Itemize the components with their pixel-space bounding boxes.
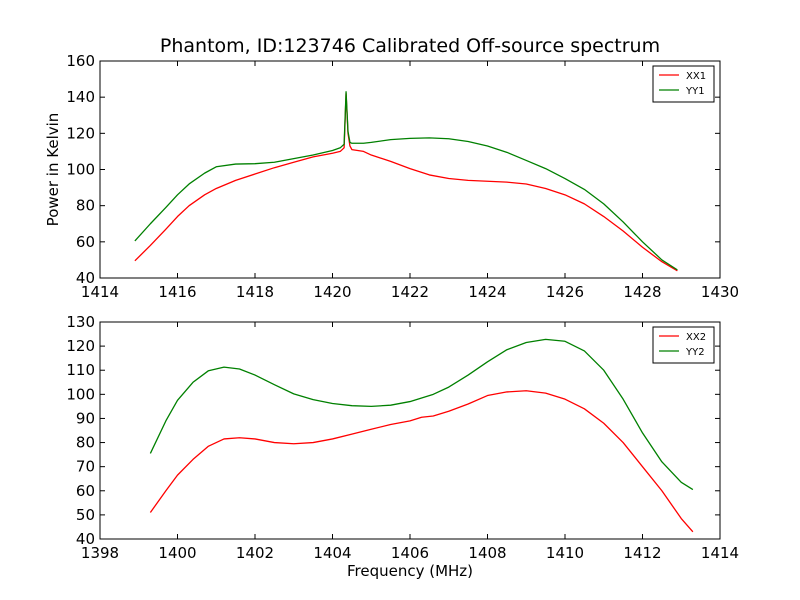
panel-2-x-tick-label: 1410 xyxy=(546,544,584,562)
panel-2-y-tick-label: 100 xyxy=(66,385,95,403)
panel-2-x-tick-label: 1412 xyxy=(623,544,661,562)
panel-1-x-tick-label: 1418 xyxy=(236,283,274,301)
panel-2-series-line-yy2 xyxy=(149,338,694,491)
panel-2-y-tick-label: 70 xyxy=(76,458,95,476)
panel-2-series-line-xx2 xyxy=(149,390,694,533)
bottom-panel: 1398 1400 1402 1404 1406 1408 1410 1412 1414 40 50… xyxy=(66,313,739,580)
panel-1-y-axis-label: Power in Kelvin xyxy=(44,113,62,227)
panel-1-y-tick-label: 80 xyxy=(76,197,95,215)
panel-1-x-tick-label: 1420 xyxy=(313,283,351,301)
panel-2-legend-box xyxy=(652,326,715,364)
panel-1-legend-label-yy1: YY1 xyxy=(685,86,705,97)
panel-2-x-tick-label: 1398 xyxy=(81,544,119,562)
panel-1-x-tick-label: 1426 xyxy=(546,283,584,301)
panel-2-x-tick-label: 1408 xyxy=(468,544,506,562)
panel-1-series-line-yy1 xyxy=(134,91,678,271)
panel-1-x-tick-label: 1430 xyxy=(701,283,739,301)
panel-1-y-tick-label: 100 xyxy=(66,161,95,179)
panel-1-y-tick-label: 40 xyxy=(76,269,95,287)
panel-1-x-tick-label: 1428 xyxy=(623,283,661,301)
panel-2-y-tick-label: 80 xyxy=(76,434,95,452)
panel-1-x-tick-label: 1416 xyxy=(158,283,196,301)
panel-2-y-tick-label: 120 xyxy=(66,337,95,355)
panel-2-y-tick-label: 90 xyxy=(76,409,95,427)
panel-2-y-tick-label: 110 xyxy=(66,361,95,379)
panel-1-y-tick-label: 60 xyxy=(76,233,95,251)
panel-2-legend-label-xx2: XX2 xyxy=(686,332,706,343)
panel-2-y-tick-label: 50 xyxy=(76,506,95,524)
panel-2-x-tick-label: 1406 xyxy=(391,544,429,562)
panel-2-x-axis-label: Frequency (MHz) xyxy=(347,562,473,580)
panel-1-x-tick-label: 1414 xyxy=(81,283,119,301)
panel-1-y-tick-label: 120 xyxy=(66,124,95,142)
panel-2-x-tick-label: 1414 xyxy=(701,544,739,562)
panel-1-legend-box xyxy=(652,65,715,103)
panel-2-y-tick-label: 60 xyxy=(76,482,95,500)
panel-1-legend-label-xx1: XX1 xyxy=(686,71,706,82)
panel-2-legend-label-yy2: YY2 xyxy=(685,347,705,358)
panel-2-x-tick-label: 1402 xyxy=(236,544,274,562)
chart-title: Phantom, ID:123746 Calibrated Off-source… xyxy=(160,35,660,57)
panel-1-y-tick-label: 160 xyxy=(66,52,95,70)
panel-1-x-tick-label: 1422 xyxy=(391,283,429,301)
panel-1-series-line-xx1 xyxy=(134,92,678,272)
panel-2-y-tick-label: 130 xyxy=(66,313,95,331)
panel-1-x-tick-label: 1424 xyxy=(468,283,506,301)
panel-1-y-tick-label: 140 xyxy=(66,88,95,106)
panel-2-y-tick-label: 40 xyxy=(76,530,95,548)
top-panel: 1414 1416 1418 1420 1422 1424 1426 1428 1430 40 60… xyxy=(44,52,739,301)
panel-2-x-tick-label: 1404 xyxy=(313,544,351,562)
panel-2-x-tick-label: 1400 xyxy=(158,544,196,562)
